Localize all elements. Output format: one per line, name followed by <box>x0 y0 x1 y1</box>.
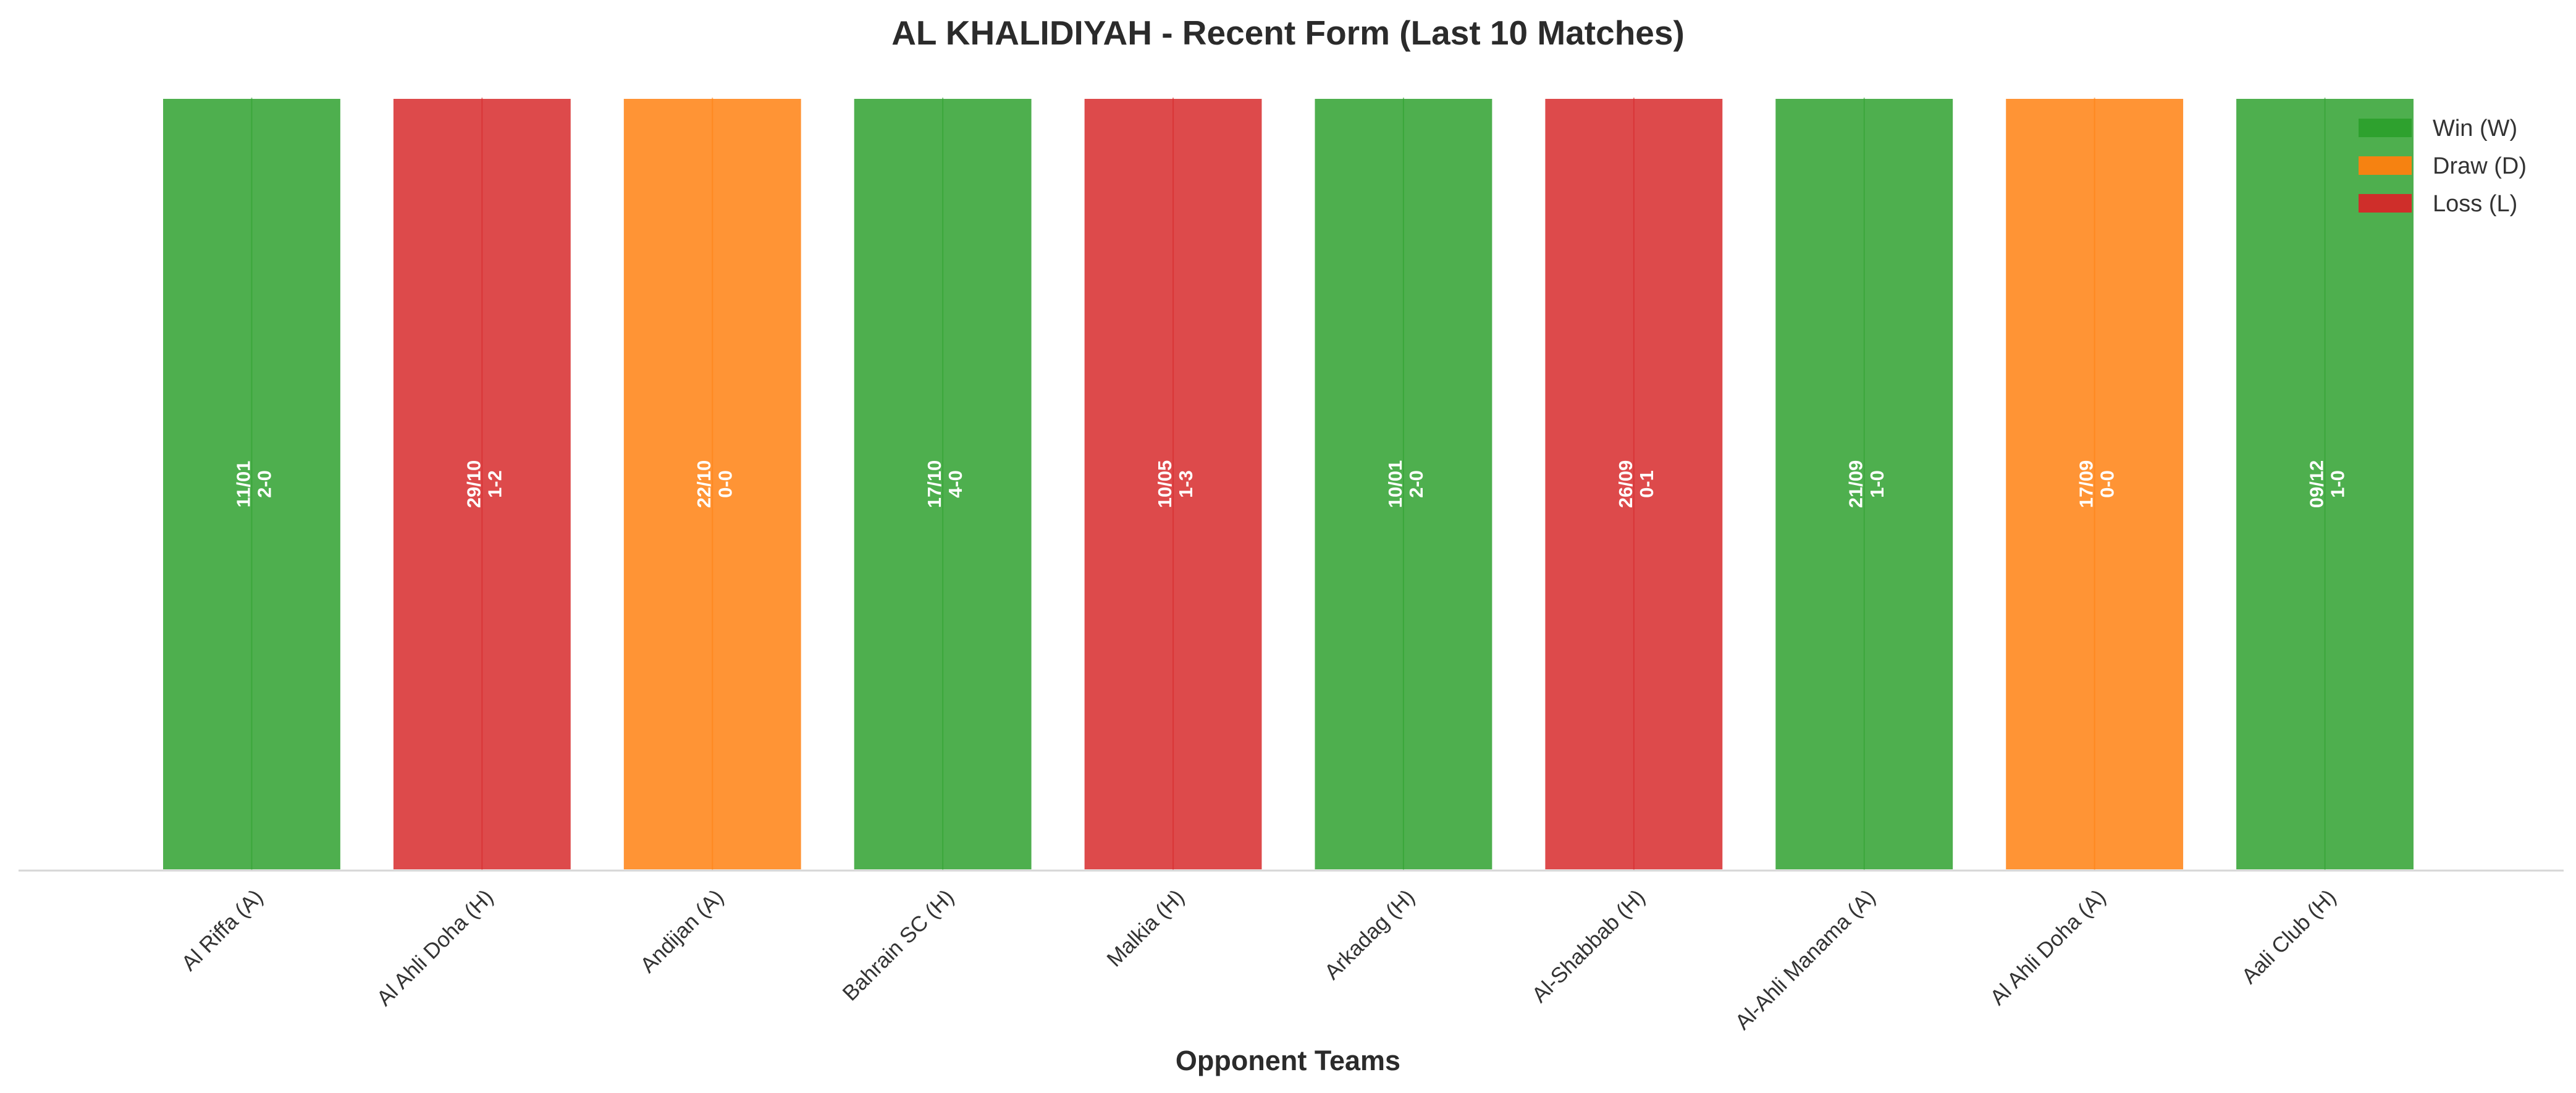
bar-label-8: 21/091-0 <box>1845 460 1888 509</box>
x-tick-label-7: Al-Shabbab (H) <box>1527 885 1649 1007</box>
bar-label-7: 26/090-1 <box>1615 460 1657 509</box>
bar-score-9: 0-0 <box>2097 470 2118 498</box>
bar-label-6: 10/012-0 <box>1384 460 1427 509</box>
bar-score-3: 0-0 <box>714 470 736 498</box>
x-tick-label-3: Andijan (A) <box>636 885 728 977</box>
bar-date-1: 11/01 <box>232 461 254 508</box>
bar-label-2: 29/101-2 <box>463 460 505 509</box>
x-tick-label-9: Al Ahli Doha (A) <box>1985 885 2110 1010</box>
legend: Win (W) Draw (D) Loss (L) <box>2359 116 2527 217</box>
chart-title: AL KHALIDIYAH - Recent Form (Last 10 Mat… <box>891 14 1685 52</box>
bar-score-10: 1-0 <box>2327 470 2349 498</box>
legend-swatch-w <box>2359 119 2412 137</box>
bar-date-3: 22/10 <box>693 460 715 509</box>
bar-label-9: 17/090-0 <box>2076 460 2118 509</box>
bar-label-1: 11/012-0 <box>232 461 275 508</box>
x-tick-label-6: Arkadag (H) <box>1320 885 1420 984</box>
legend-swatch-d <box>2359 156 2412 175</box>
x-tick-label-10: Aali Club (H) <box>2237 885 2341 989</box>
bar-date-7: 26/09 <box>1615 460 1636 509</box>
bar-date-8: 21/09 <box>1845 460 1867 509</box>
x-tick-label-1: Al Riffa (A) <box>177 885 267 976</box>
legend-label-d: Draw (D) <box>2433 153 2527 179</box>
x-tick-label-2: Al Ahli Doha (H) <box>372 885 498 1011</box>
bar-score-8: 1-0 <box>1866 470 1888 498</box>
bar-date-5: 10/05 <box>1154 460 1176 509</box>
bar-date-9: 17/09 <box>2076 460 2097 509</box>
legend-label-w: Win (W) <box>2433 116 2517 141</box>
bar-label-3: 22/100-0 <box>693 460 736 509</box>
bar-score-4: 4-0 <box>945 470 966 498</box>
x-tick-label-5: Malkia (H) <box>1102 885 1189 971</box>
x-tick-label-8: Al-Ahli Manama (A) <box>1730 885 1880 1034</box>
bar-label-5: 10/051-3 <box>1154 460 1197 509</box>
bar-label-4: 17/104-0 <box>924 460 966 509</box>
bar-date-6: 10/01 <box>1384 460 1406 509</box>
x-axis-title: Opponent Teams <box>1176 1045 1400 1076</box>
bar-score-2: 1-2 <box>484 470 505 498</box>
bar-date-10: 09/12 <box>2305 460 2327 509</box>
bar-score-1: 2-0 <box>253 470 275 498</box>
bar-date-2: 29/10 <box>463 460 484 509</box>
legend-label-l: Loss (L) <box>2433 191 2517 217</box>
bar-score-6: 2-0 <box>1405 470 1427 498</box>
x-tick-labels: Al Riffa (A) Al Ahli Doha (H) Andijan (A) B… <box>177 885 2341 1034</box>
bar-score-7: 0-1 <box>1636 470 1657 498</box>
x-tick-label-4: Bahrain SC (H) <box>838 885 958 1005</box>
legend-swatch-l <box>2359 194 2412 213</box>
bar-score-5: 1-3 <box>1175 470 1197 498</box>
bar-date-4: 17/10 <box>924 460 945 509</box>
bars-layer: 11/012-0 29/101-2 22/100-0 17/104-0 10/051-3… <box>161 96 2416 872</box>
bar-label-10: 09/121-0 <box>2305 460 2348 509</box>
